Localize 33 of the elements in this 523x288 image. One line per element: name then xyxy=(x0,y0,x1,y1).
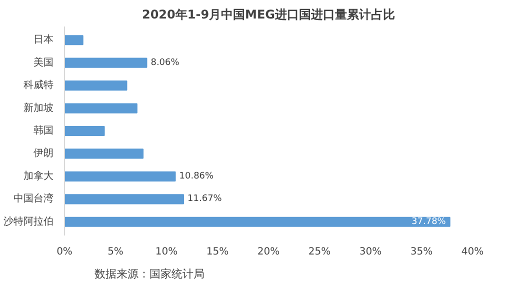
y-tick-label: 新加坡 xyxy=(24,102,54,114)
bar xyxy=(64,148,144,159)
bar xyxy=(64,58,148,68)
y-tick-label: 美国 xyxy=(34,56,54,68)
x-tick-label: 0% xyxy=(56,246,72,258)
x-tick-label: 10% xyxy=(155,246,178,258)
bar xyxy=(64,35,84,46)
x-tick-label: 25% xyxy=(308,246,331,258)
bar xyxy=(64,194,184,204)
y-tick-label: 韩国 xyxy=(34,124,54,136)
bar xyxy=(64,80,128,91)
x-tick-label: 5% xyxy=(108,246,124,258)
x-tick-label: 35% xyxy=(410,246,433,258)
source-note: 数据来源：国家统计局 xyxy=(94,268,204,280)
bar xyxy=(64,216,450,227)
y-tick-label: 沙特阿拉伯 xyxy=(4,215,54,228)
y-tick-label: 日本 xyxy=(34,34,54,46)
data-label: 37.78% xyxy=(412,216,446,227)
chart-title: 2020年1-9月中国MEG进口国进口量累计占比 xyxy=(142,8,396,22)
x-tick-label: 20% xyxy=(257,246,280,258)
bar xyxy=(64,103,138,114)
bar xyxy=(64,171,176,182)
data-label: 8.06% xyxy=(150,58,180,68)
x-tick-label: 30% xyxy=(359,246,382,258)
y-tick-label: 科威特 xyxy=(24,79,54,92)
x-tick-label: 15% xyxy=(206,246,229,258)
y-tick-label: 中国台湾 xyxy=(14,192,54,205)
y-tick-label: 伊朗 xyxy=(34,147,54,160)
y-tick-label: 加拿大 xyxy=(24,170,54,182)
x-tick-label: 40% xyxy=(461,246,484,258)
bar xyxy=(64,126,105,136)
data-label: 11.67% xyxy=(188,194,222,204)
data-label: 10.86% xyxy=(179,171,214,182)
